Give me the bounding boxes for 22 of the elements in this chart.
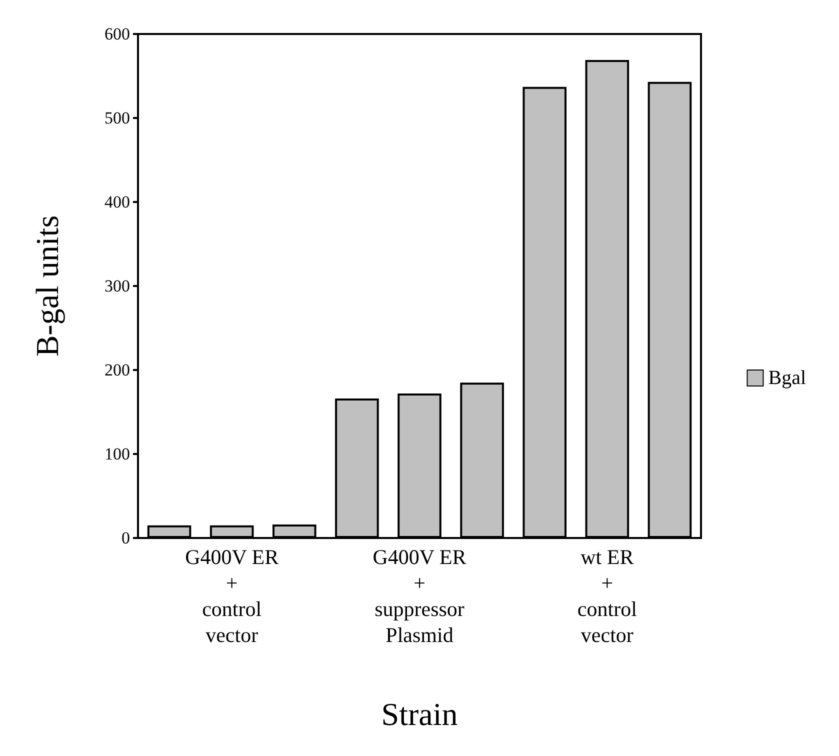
x-tick-label: wt ER + control vector — [577, 545, 638, 647]
legend-label: Bgal — [768, 367, 806, 389]
bar — [648, 82, 692, 538]
x-axis-title: Strain — [381, 696, 458, 732]
bar — [522, 86, 567, 538]
y-tick-label: 100 — [104, 444, 130, 464]
y-tick-label: 600 — [104, 24, 130, 44]
y-tick-label: 500 — [104, 108, 130, 128]
x-tick-label: G400V ER + suppressor Plasmid — [372, 545, 466, 647]
y-tick-label: 0 — [122, 528, 130, 548]
bar — [210, 525, 254, 538]
bar — [272, 524, 316, 538]
bar — [460, 382, 504, 538]
bar — [585, 60, 630, 538]
y-axis-title: B-gal units — [29, 215, 65, 357]
bar — [398, 394, 442, 538]
y-tick-label: 300 — [104, 276, 130, 296]
bar — [147, 525, 192, 538]
y-tick-label: 200 — [104, 360, 130, 380]
bar — [335, 398, 379, 538]
x-tick-label: G400V ER + control vector — [185, 545, 279, 647]
y-tick-label: 400 — [104, 192, 130, 212]
